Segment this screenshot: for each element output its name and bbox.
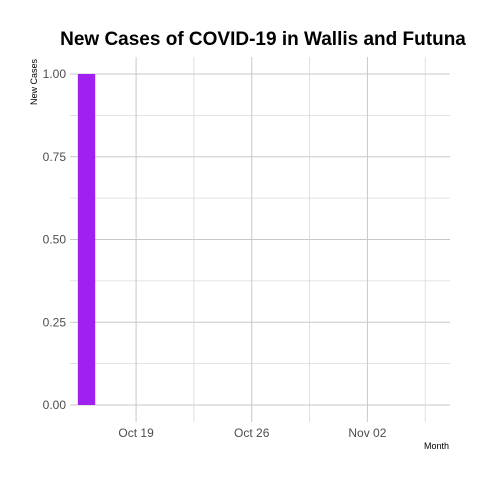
y-tick-labels: 0.00 0.25 0.50 0.75 1.00 [43,67,67,412]
y-tick-label: 0.25 [43,315,67,329]
bars [77,74,96,405]
y-tick-label: 0.75 [43,150,67,164]
x-tick-label: Oct 26 [234,426,270,440]
x-tick-labels: Oct 19 Oct 26 Nov 02 [118,426,386,440]
x-tick-label: Oct 19 [118,426,154,440]
x-tick-label: Nov 02 [348,426,386,440]
chart-title: New Cases of COVID-19 in Wallis and Futu… [60,29,466,50]
grid [70,57,450,422]
y-tick-label: 0.00 [43,398,67,412]
y-tick-label: 0.50 [43,233,67,247]
y-axis-label: New Cases [29,58,39,105]
x-axis-label: Month [424,441,449,451]
y-tick-label: 1.00 [43,67,67,81]
bar [77,74,96,405]
